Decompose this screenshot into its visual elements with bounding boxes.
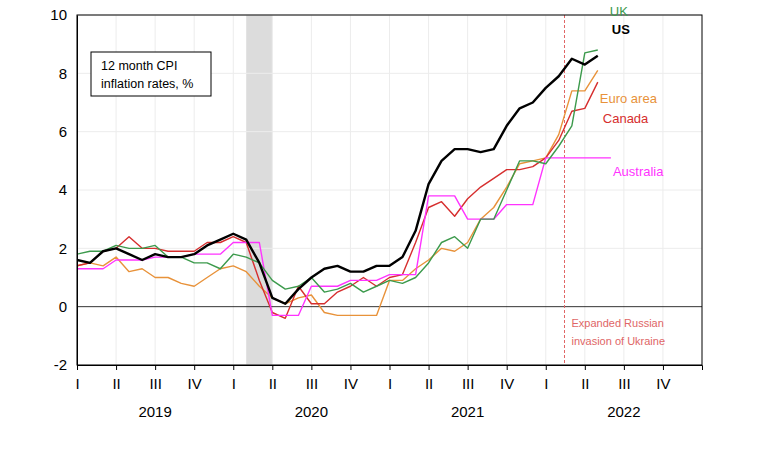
chart-svg: -20246810IIIIIIIVIIIIIIIVIIIIIIIVIIIIIII… <box>0 0 768 460</box>
x-tick-label: II <box>581 375 589 392</box>
series-label: Euro area <box>600 91 658 106</box>
x-tick: I <box>232 365 236 392</box>
title-line: inflation rates, % <box>101 77 193 91</box>
series-line <box>77 158 611 315</box>
x-axis-line <box>78 366 703 371</box>
x-tick-mark <box>116 365 117 370</box>
y-axis: -2 0 2 4 6 8 10 <box>50 6 77 373</box>
series-label: Australia <box>613 164 664 179</box>
x-tick-label: III <box>462 375 475 392</box>
y-tick: 6 <box>59 123 77 140</box>
series-label: US <box>612 22 630 37</box>
x-tick: II <box>269 365 277 392</box>
annotation-line-text: invasion of Ukraine <box>572 335 666 347</box>
x-tick-mark <box>507 365 508 370</box>
series-labels: Euro area Canada Australia UK US <box>600 4 664 179</box>
annotation-text: Expanded Russian invasion of Ukraine <box>572 317 666 347</box>
y-tick-label: 2 <box>59 240 67 257</box>
y-tick-label: 10 <box>50 6 67 23</box>
y-tick: -2 <box>54 356 77 373</box>
x-tick-mark <box>155 365 156 370</box>
year-labels: 2019 2020 2021 2022 <box>138 403 640 420</box>
x-tick: IV <box>656 365 670 392</box>
y-tick-label: -2 <box>54 356 67 373</box>
y-tick: 4 <box>59 181 77 198</box>
x-tick: III <box>149 365 162 392</box>
x-tick-label: IV <box>500 375 514 392</box>
y-tick: 10 <box>50 6 77 23</box>
x-tick-mark <box>546 365 547 370</box>
x-tick-mark <box>233 365 234 370</box>
y-axis-line <box>77 16 78 366</box>
x-tick-mark <box>663 365 664 370</box>
x-tick-label: III <box>306 375 319 392</box>
x-tick-label: IV <box>188 375 202 392</box>
x-tick: IV <box>344 365 358 392</box>
title-line: 12 month CPI <box>101 59 177 73</box>
x-tick: III <box>306 365 319 392</box>
x-tick-label: IV <box>344 375 358 392</box>
grid <box>77 15 702 365</box>
year-label: 2020 <box>295 403 328 420</box>
x-tick: III <box>462 365 475 392</box>
x-tick: II <box>425 365 433 392</box>
grid-line-y <box>77 190 702 191</box>
x-axis: IIIIIIIVIIIIIIIVIIIIIIIVIIIIIIIV <box>75 365 702 392</box>
y-tick-label: 4 <box>59 181 67 198</box>
y-tick-label: 6 <box>59 123 67 140</box>
series-lines <box>77 50 611 318</box>
x-tick-mark <box>468 365 469 370</box>
series-label: Canada <box>603 111 649 126</box>
series-label: UK <box>610 4 628 19</box>
x-tick-label: I <box>388 375 392 392</box>
x-tick-mark <box>585 365 586 370</box>
x-tick-label: IV <box>656 375 670 392</box>
grid-line-y <box>77 131 702 132</box>
x-tick: II <box>581 365 589 392</box>
x-tick-label: II <box>112 375 120 392</box>
chart-container: -20246810IIIIIIIVIIIIIIIVIIIIIIIVIIIIIII… <box>0 0 768 460</box>
title-box: 12 month CPI inflation rates, % <box>91 52 211 96</box>
year-label: 2022 <box>607 403 640 420</box>
y-tick: 0 <box>59 298 77 315</box>
x-tick-label: I <box>232 375 236 392</box>
plot-frame <box>77 15 702 365</box>
grid-line-y <box>77 306 702 307</box>
x-tick-label: I <box>75 375 79 392</box>
year-label: 2021 <box>451 403 484 420</box>
x-tick-label: II <box>425 375 433 392</box>
y-tick: 8 <box>59 65 77 82</box>
x-tick-mark <box>350 365 351 370</box>
x-tick-mark <box>272 365 273 370</box>
year-label: 2019 <box>138 403 171 420</box>
y-tick: 2 <box>59 240 77 257</box>
x-tick-mark <box>194 365 195 370</box>
x-tick-label: II <box>269 375 277 392</box>
y-tick-label: 0 <box>59 298 67 315</box>
series-line <box>77 82 598 318</box>
title-frame <box>91 52 211 96</box>
x-tick: I <box>388 365 392 392</box>
x-tick: I <box>75 365 79 392</box>
x-tick-mark <box>624 365 625 370</box>
x-tick: I <box>544 365 548 392</box>
annotation-line-text: Expanded Russian <box>572 317 664 329</box>
x-tick: IV <box>500 365 514 392</box>
x-tick-mark <box>390 365 391 370</box>
grid-line-y <box>77 248 702 249</box>
y-tick-label: 8 <box>59 65 67 82</box>
x-tick: III <box>618 365 631 392</box>
x-tick-mark <box>311 365 312 370</box>
x-tick-mark <box>429 365 430 370</box>
series-line <box>77 50 598 292</box>
x-tick-label: III <box>149 375 162 392</box>
x-tick-label: I <box>544 375 548 392</box>
x-tick-mark <box>77 365 78 370</box>
x-tick: IV <box>188 365 202 392</box>
x-tick-label: III <box>618 375 631 392</box>
x-tick: II <box>112 365 120 392</box>
